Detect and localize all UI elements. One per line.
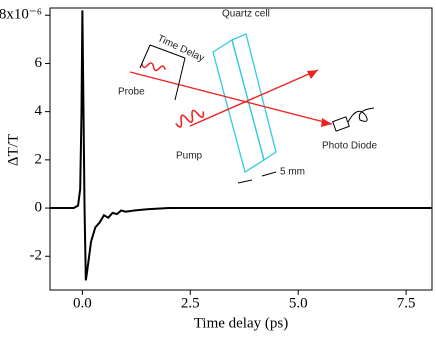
x-axis-label: Time delay (ps) bbox=[194, 315, 288, 331]
delay-bracket bbox=[139, 44, 151, 69]
delay-bracket bbox=[174, 57, 186, 101]
annotation: 5 mm bbox=[280, 167, 305, 178]
pump-beam bbox=[189, 69, 319, 127]
photo-diode bbox=[332, 116, 350, 132]
x-tick-label: 5.0 bbox=[289, 295, 308, 311]
annotation: Probe bbox=[118, 87, 145, 98]
thickness-arrow bbox=[261, 171, 277, 177]
plot-frame bbox=[49, 7, 433, 291]
y-tick-label: -2 bbox=[30, 248, 43, 264]
probe-pulse bbox=[141, 62, 166, 72]
arrow bbox=[321, 118, 332, 127]
cell-side bbox=[231, 33, 277, 162]
y-tick-label: 0 bbox=[35, 199, 43, 215]
probe-beam bbox=[129, 71, 333, 125]
x-tick-label: 0.0 bbox=[73, 295, 92, 311]
y-tick-label: 4 bbox=[35, 103, 43, 119]
annotation: Time Delay bbox=[156, 33, 206, 64]
y-tick-label: 6 bbox=[35, 55, 43, 71]
y-axis-label: ΔT/T bbox=[5, 134, 21, 166]
diode-wire bbox=[347, 107, 375, 123]
cell-front bbox=[212, 38, 265, 174]
setup-diagram: Quartz cell Time Delay Probe Pump Photo … bbox=[118, 9, 377, 184]
arrow bbox=[307, 70, 318, 79]
y-tick-label: 8x10⁻⁶ bbox=[0, 7, 42, 23]
delay-bracket bbox=[149, 44, 186, 59]
x-tick-label: 7.5 bbox=[397, 295, 416, 311]
data-line bbox=[50, 10, 432, 281]
annotation: Photo Diode bbox=[322, 141, 377, 152]
y-tick-label: 2 bbox=[35, 151, 43, 167]
x-tick-label: 2.5 bbox=[181, 295, 200, 311]
thickness-arrow bbox=[237, 179, 253, 184]
pump-pulse bbox=[175, 109, 205, 128]
annotation: Quartz cell bbox=[222, 9, 270, 20]
annotation: Pump bbox=[176, 151, 203, 162]
